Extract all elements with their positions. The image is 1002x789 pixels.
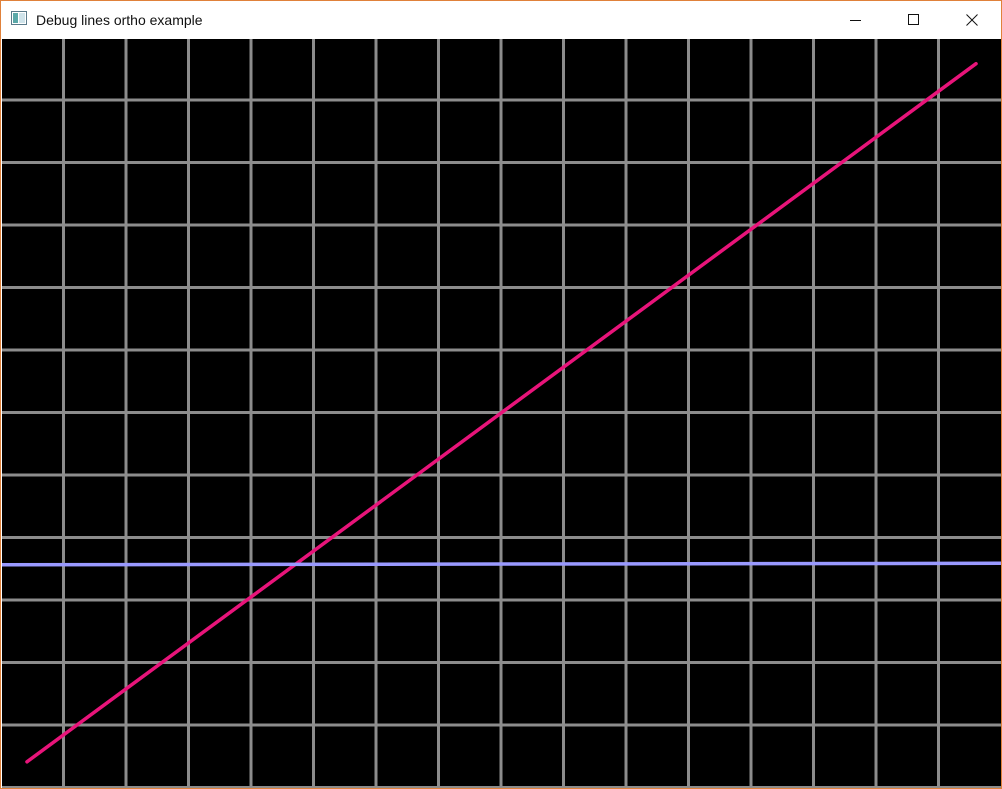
minimize-icon xyxy=(850,19,861,21)
debug-lines-canvas xyxy=(2,39,1001,788)
maximize-button[interactable] xyxy=(885,1,943,38)
minimize-button[interactable] xyxy=(827,1,885,38)
window-title: Debug lines ortho example xyxy=(36,12,203,28)
horizontal-line xyxy=(2,561,1001,567)
app-window-icon xyxy=(11,11,27,25)
render-viewport[interactable] xyxy=(2,39,1001,788)
title-bar[interactable]: Debug lines ortho example xyxy=(1,1,1001,38)
close-icon xyxy=(966,13,978,26)
maximize-icon xyxy=(908,13,919,25)
diagonal-line xyxy=(25,61,978,764)
close-button[interactable] xyxy=(943,1,1001,38)
